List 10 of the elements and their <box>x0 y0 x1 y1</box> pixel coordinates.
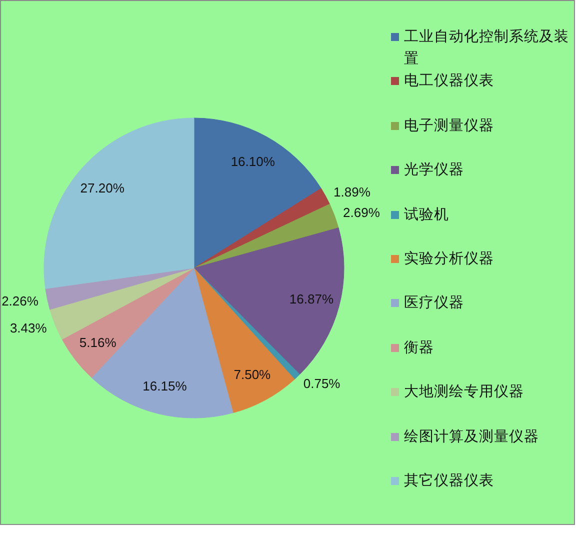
legend-label: 电子测量仪器 <box>404 116 495 136</box>
legend-label: 试验机 <box>404 206 450 225</box>
legend-label: 医疗仪器 <box>404 294 465 314</box>
legend-label: 衡器 <box>404 338 435 358</box>
legend-label: 大地测绘专用仪器 <box>404 383 525 402</box>
legend-label: 实验分析仪器 <box>404 250 495 269</box>
legend-label: 光学仪器 <box>404 161 465 180</box>
legend-label: 绘图计算及测量仪器 <box>404 428 540 447</box>
legend-label: 其它仪器仪表 <box>404 472 495 491</box>
legend-label: 电工仪器仪表 <box>404 72 495 92</box>
